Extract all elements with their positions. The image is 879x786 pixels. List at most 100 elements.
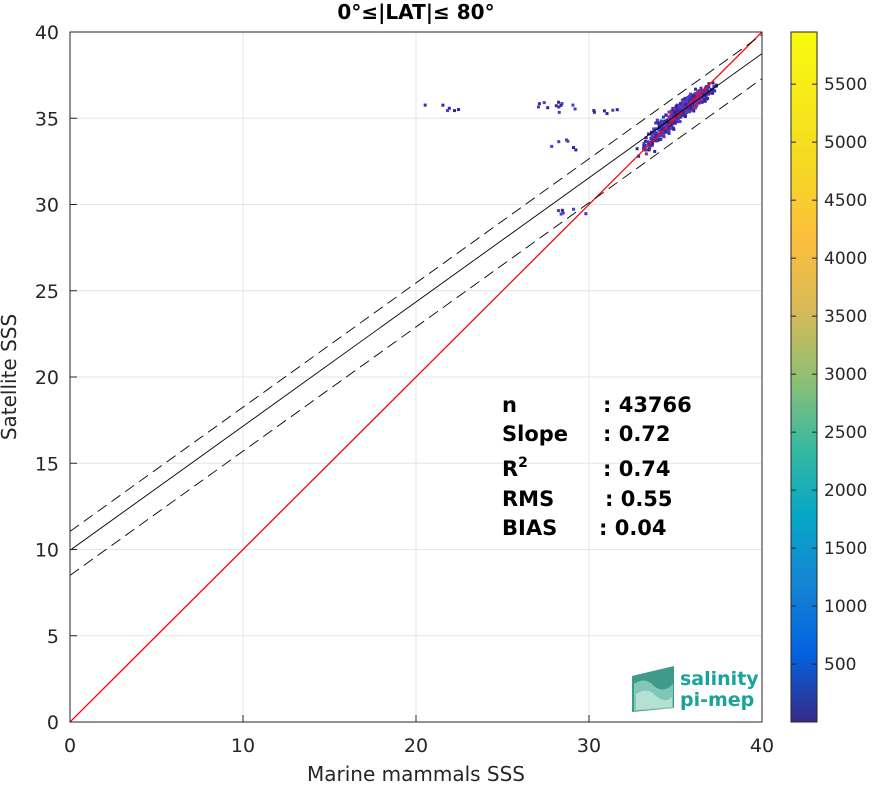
density-cell: [537, 102, 541, 106]
colorbar-tick-label: 4000: [824, 249, 867, 269]
density-cell: [592, 109, 596, 113]
density-cell: [679, 102, 683, 106]
density-cell: [681, 102, 685, 106]
density-cell: [658, 137, 662, 141]
density-cell: [654, 127, 658, 131]
density-cell: [685, 99, 689, 103]
density-cell: [664, 128, 668, 132]
x-axis-ticks: 0 10 20 30 40: [64, 715, 774, 757]
density-cell: [660, 122, 664, 126]
density-cell: [656, 127, 660, 131]
density-cell: [649, 136, 653, 140]
density-cell: [554, 104, 558, 108]
density-cell: [678, 108, 682, 112]
density-cell: [656, 139, 660, 143]
y-tick-label: 15: [35, 453, 59, 475]
logo-line2: pi-mep: [680, 689, 754, 711]
stat-label: RMS: [502, 487, 554, 511]
density-cell: [674, 112, 678, 116]
x-tick-label: 10: [231, 735, 255, 757]
density-cell: [654, 133, 658, 137]
density-cell: [584, 212, 588, 216]
density-cell: [704, 91, 708, 95]
y-tick-label: 25: [35, 281, 59, 303]
density-cell: [713, 89, 717, 93]
density-cell: [700, 100, 704, 104]
density-cell: [647, 142, 651, 146]
density-cell: [664, 113, 668, 117]
density-cell: [699, 86, 703, 90]
density-cell: [650, 138, 654, 142]
colorbar-tick-label: 1500: [824, 539, 867, 559]
density-cell: [652, 127, 656, 131]
density-cell: [560, 208, 564, 212]
x-tick-label: 40: [750, 735, 774, 757]
density-cell: [679, 115, 683, 119]
density-cell: [697, 92, 701, 96]
density-cell: [697, 101, 701, 105]
line-fit-upper: [70, 34, 762, 532]
x-tick-label: 0: [64, 735, 76, 757]
density-cell: [667, 110, 671, 114]
density-cell: [672, 127, 676, 131]
density-cell: [706, 88, 710, 92]
density-cell: [677, 110, 681, 114]
density-cell: [666, 127, 670, 131]
density-cell: [457, 108, 461, 112]
stat-value: : 0.74: [603, 457, 671, 481]
density-cell: [681, 100, 685, 104]
density-cell: [658, 128, 662, 132]
density-cell: [655, 118, 659, 122]
density-cell: [668, 114, 672, 118]
density-cell: [691, 106, 695, 110]
density-cell: [557, 100, 561, 104]
density-cell: [654, 121, 658, 125]
colorbar-tick-label: 5500: [824, 75, 867, 95]
density-cell: [667, 117, 671, 121]
density-cell: [546, 106, 550, 110]
density-cell: [650, 141, 654, 145]
density-cell: [645, 148, 649, 152]
density-cell: [707, 91, 711, 95]
density-cell: [611, 108, 615, 112]
density-cell: [691, 94, 695, 98]
density-cell: [660, 133, 664, 137]
density-cell: [704, 94, 708, 98]
density-cell: [682, 113, 686, 117]
stat-label: n: [502, 393, 517, 417]
density-cell: [662, 135, 666, 139]
density-cell: [446, 109, 450, 113]
density-cell: [671, 108, 675, 112]
density-cell: [642, 147, 646, 151]
logo-line1: salinity: [680, 668, 759, 690]
density-cell: [651, 136, 655, 140]
density-cell: [707, 85, 711, 89]
density-cell: [667, 131, 671, 135]
density-cell: [688, 109, 692, 113]
density-cell: [654, 139, 658, 143]
density-cell: [675, 119, 679, 123]
line-1-1: [70, 32, 762, 722]
density-cell: [650, 143, 654, 147]
density-cell: [644, 152, 648, 156]
density-cell: [572, 207, 576, 211]
colorbar-tick-label: 2500: [824, 423, 867, 443]
density-cell: [647, 132, 651, 136]
density-cell: [564, 138, 568, 142]
density-cell: [643, 148, 647, 152]
density-cell: [560, 102, 564, 106]
density-cell: [644, 136, 648, 140]
density-cell: [699, 95, 703, 99]
density-cell: [683, 96, 687, 100]
density-cell: [679, 106, 683, 110]
x-tick-label: 20: [404, 735, 428, 757]
density-cell: [666, 128, 670, 132]
density-cell: [688, 107, 692, 111]
colorbar-tick-label: 500: [824, 655, 856, 675]
stat-value: : 43766: [603, 393, 692, 417]
colorbar-tick-label: 3000: [824, 365, 867, 385]
density-cell: [695, 104, 699, 108]
density-cell: [556, 209, 560, 213]
